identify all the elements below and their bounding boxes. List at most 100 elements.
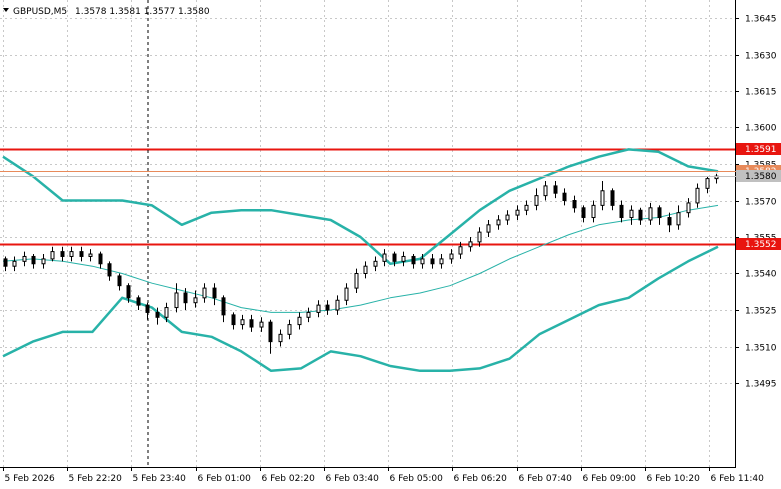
candle-body [287, 324, 292, 335]
price-marker-box [736, 170, 781, 182]
candle [306, 307, 311, 323]
y-tick-label: 1.3495 [745, 380, 777, 390]
candle [221, 295, 226, 323]
candle [382, 249, 387, 267]
y-tick-label: 1.3630 [745, 52, 777, 62]
candle [468, 237, 473, 252]
candle-body [306, 311, 311, 318]
candle-body [202, 287, 207, 299]
candle-body [155, 311, 160, 318]
candle-body [117, 275, 122, 287]
candle [420, 254, 425, 269]
y-tick-label: 1.3600 [745, 124, 777, 134]
candle-body [297, 316, 302, 326]
candle [98, 251, 103, 269]
candle [667, 212, 672, 233]
candle [401, 251, 406, 267]
x-tick-label: 6 Feb 05:00 [390, 474, 444, 484]
candle [183, 288, 188, 310]
candle [373, 256, 378, 272]
candle [249, 314, 254, 332]
candle-body [221, 297, 226, 316]
candle [268, 319, 273, 354]
candle [88, 249, 93, 262]
triangle-down-icon[interactable] [3, 8, 9, 12]
candle-body [676, 212, 681, 226]
candle-body [515, 209, 520, 216]
x-tick-label: 6 Feb 01:00 [198, 474, 252, 484]
candle-body [126, 285, 131, 299]
candle-body [524, 204, 529, 211]
candle [22, 251, 27, 267]
candle-body [212, 287, 217, 299]
candle-body [382, 253, 387, 262]
candle-body [31, 255, 36, 265]
candle-body [316, 304, 321, 313]
candles [3, 173, 719, 354]
candle-body [392, 253, 397, 262]
candle [136, 295, 141, 310]
candle-body [638, 209, 643, 221]
time-axis[interactable]: 5 Feb 2026 5 Feb 22:20 5 Feb 23:40 6 Feb 01… [3, 467, 765, 484]
candle-body [705, 178, 710, 189]
candle-body [335, 299, 340, 311]
candle-body [363, 265, 368, 275]
candle-body [562, 192, 567, 201]
bollinger-bands [2, 148, 719, 373]
band-middle [2, 204, 719, 313]
candle [155, 307, 160, 325]
band-upper [2, 148, 719, 266]
candle [458, 241, 463, 259]
candle-body [373, 260, 378, 267]
band-lower [2, 245, 719, 373]
price-marker-label: 1.3591 [745, 145, 777, 155]
ohlc-values: 1.3578 1.3581 1.3577 1.3580 [75, 7, 210, 17]
candle-body [449, 253, 454, 260]
price-axis[interactable]: 1.36451.36301.36151.36001.35851.35701.35… [735, 15, 777, 390]
candle [515, 205, 520, 220]
candle-body [686, 202, 691, 214]
candle [524, 200, 529, 216]
candle [619, 200, 624, 223]
candle [629, 205, 634, 225]
candle-body [79, 251, 84, 257]
candle [325, 300, 330, 315]
x-tick-label: 5 Feb 23:40 [133, 474, 187, 484]
candle [562, 188, 567, 206]
candle-body [344, 287, 349, 301]
symbol-timeframe: GBPUSD,M5 [13, 7, 67, 17]
grid-lines [0, 0, 735, 467]
candle [496, 215, 501, 230]
candle [657, 205, 662, 225]
candle-body [420, 258, 425, 265]
y-tick-label: 1.3645 [745, 15, 777, 25]
candle [449, 249, 454, 264]
x-tick-label: 5 Feb 2026 [5, 474, 56, 484]
candle [581, 205, 586, 223]
candle-body [543, 185, 548, 197]
candle-body [22, 255, 27, 262]
price-marker-box [736, 238, 781, 250]
candle [31, 254, 36, 269]
horizontal-levels[interactable] [0, 148, 736, 246]
candle-body [534, 195, 539, 206]
x-tick-label: 5 Feb 22:20 [69, 474, 123, 484]
candle [686, 198, 691, 218]
candle-body [411, 255, 416, 265]
candle-body [41, 258, 46, 265]
candle-body [50, 251, 55, 260]
candle [3, 256, 8, 272]
candle [126, 283, 131, 303]
x-tick-label: 6 Feb 09:00 [583, 474, 637, 484]
candle [107, 261, 112, 281]
candle-body [183, 292, 188, 304]
candle-body [60, 251, 65, 257]
candle-body [69, 251, 74, 257]
candle-body [477, 231, 482, 243]
y-tick-label: 1.3570 [745, 198, 777, 208]
candle [145, 302, 150, 320]
candle-body [145, 304, 150, 313]
